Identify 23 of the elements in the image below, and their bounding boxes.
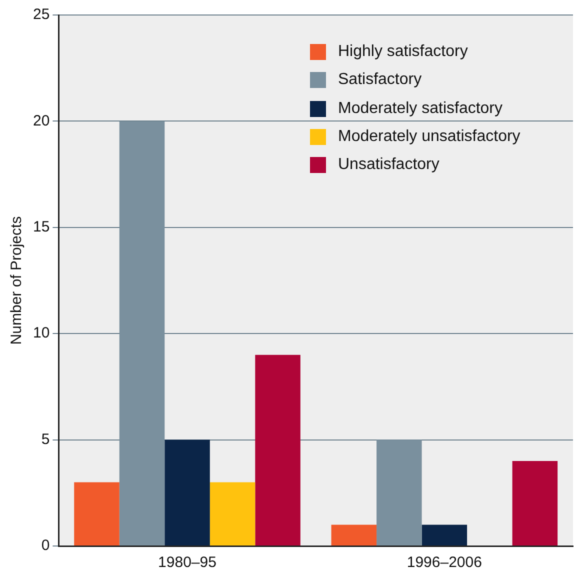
bar xyxy=(422,524,468,546)
y-tick-label: 15 xyxy=(32,218,50,236)
y-tick-label: 10 xyxy=(32,324,50,342)
bar xyxy=(512,461,558,546)
x-tick-label: 1996–2006 xyxy=(406,554,482,572)
legend-label: Highly satisfactory xyxy=(338,43,468,62)
legend-label: Satisfactory xyxy=(338,71,422,90)
legend-label: Unsatisfactory xyxy=(338,156,440,174)
legend-label: Moderately unsatisfactory xyxy=(338,128,520,146)
bar xyxy=(119,121,165,546)
y-tick-label: 20 xyxy=(32,112,50,130)
bar xyxy=(331,524,377,546)
bar xyxy=(74,482,120,546)
x-tick-label: 1980–95 xyxy=(158,554,216,572)
bar xyxy=(210,482,256,546)
bar xyxy=(164,440,210,546)
legend-label: Moderately satisfactory xyxy=(338,100,503,118)
bar xyxy=(376,440,422,546)
y-tick-label: 5 xyxy=(41,430,50,448)
y-tick-label: 0 xyxy=(41,537,50,554)
bar xyxy=(255,354,300,546)
y-tick-label: 25 xyxy=(32,6,50,24)
y-axis-title: Number of Projects xyxy=(8,216,26,345)
